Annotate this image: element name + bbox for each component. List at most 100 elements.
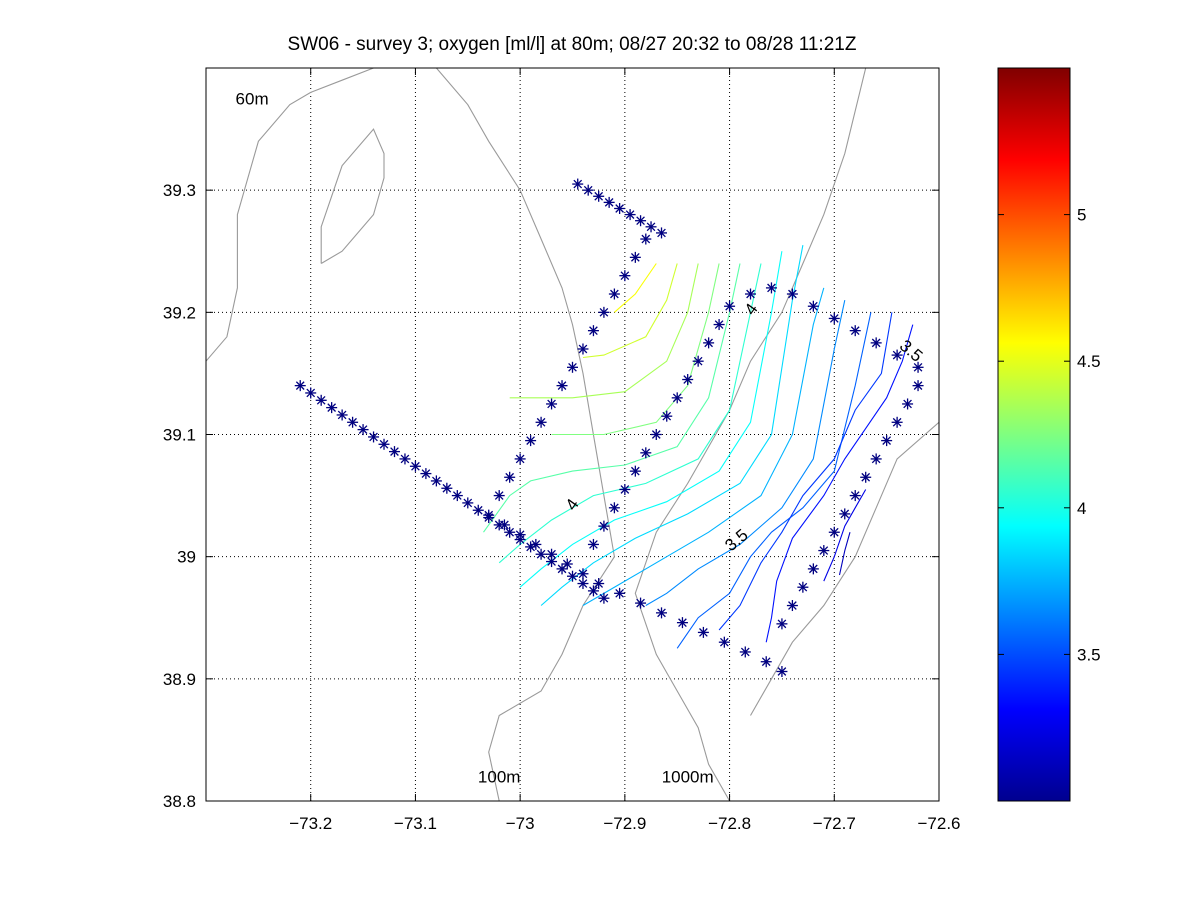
station-marker <box>849 325 861 337</box>
x-tick-label: −73.2 <box>289 814 332 833</box>
x-tick-label: −73.1 <box>394 814 437 833</box>
chart-title: SW06 - survey 3; oxygen [ml/l] at 80m; 0… <box>288 34 857 55</box>
station-marker <box>870 453 882 465</box>
station-marker <box>608 502 620 514</box>
station-marker <box>572 178 584 190</box>
station-marker <box>462 497 474 509</box>
station-marker <box>603 196 615 208</box>
station-marker <box>388 446 400 458</box>
station-marker <box>682 374 694 386</box>
station-marker <box>378 438 390 450</box>
station-marker <box>315 394 327 406</box>
station-marker <box>776 618 788 630</box>
station-marker <box>577 568 589 580</box>
station-marker <box>629 251 641 263</box>
y-tick-label: 39 <box>177 548 196 567</box>
oxygen-contour-line <box>582 287 825 606</box>
station-marker <box>347 416 359 428</box>
isobath-label: 60m <box>236 90 269 109</box>
station-marker <box>614 202 626 214</box>
station-marker <box>430 475 442 487</box>
station-marker <box>828 312 840 324</box>
axis-ticks: −73.2 −73.1 −73 −72.9 −72.8 −72.7 −72.6 38.8 38.… <box>163 68 961 833</box>
station-marker <box>645 221 657 233</box>
oxygen-contours <box>483 244 914 649</box>
station-marker <box>807 563 819 575</box>
y-tick-label: 38.9 <box>163 670 196 689</box>
oxygen-contour-line <box>765 324 914 643</box>
station-marker <box>399 453 411 465</box>
station-marker <box>881 435 893 447</box>
oxygen-contour-line <box>483 263 741 533</box>
station-marker <box>786 288 798 300</box>
station-markers <box>294 178 924 678</box>
oxygen-contour-line <box>645 299 846 606</box>
station-marker <box>656 227 668 239</box>
station-marker <box>577 578 589 590</box>
station-marker <box>635 597 647 609</box>
station-marker <box>624 209 636 221</box>
station-marker <box>504 471 516 483</box>
station-marker <box>530 538 542 550</box>
station-marker <box>676 617 688 629</box>
colorbar: 3.5 4 4.5 5 <box>997 67 1101 802</box>
station-marker <box>472 504 484 516</box>
station-marker <box>336 409 348 421</box>
station-marker <box>587 538 599 550</box>
station-marker <box>891 349 903 361</box>
isobath-label: 100m <box>478 768 521 787</box>
colorbar-tick-label: 4 <box>1077 499 1086 518</box>
station-marker <box>556 380 568 392</box>
oxygen-contour-line <box>718 312 893 631</box>
station-marker <box>451 490 463 502</box>
station-marker <box>546 548 558 560</box>
station-marker <box>656 607 668 619</box>
station-marker <box>514 453 526 465</box>
y-tick-label: 39.2 <box>163 303 196 322</box>
station-marker <box>546 398 558 410</box>
station-marker <box>692 355 704 367</box>
oxygen-contour-line <box>838 532 851 576</box>
x-tick-label: −73 <box>506 814 535 833</box>
isobath-label: 1000m <box>662 768 714 787</box>
station-marker <box>561 558 573 570</box>
oxygen-contour-line <box>614 263 657 313</box>
station-marker <box>619 270 631 282</box>
station-marker <box>860 471 872 483</box>
station-marker <box>629 465 641 477</box>
station-marker <box>598 306 610 318</box>
station-marker <box>619 483 631 495</box>
station-marker <box>912 361 924 373</box>
station-marker <box>535 416 547 428</box>
station-marker <box>441 482 453 494</box>
colorbar-ticks: 3.5 4 4.5 5 <box>998 206 1101 664</box>
station-marker <box>807 300 819 312</box>
isobath-line <box>634 68 867 801</box>
colorbar-tick-label: 4.5 <box>1077 352 1101 371</box>
station-marker <box>593 578 605 590</box>
station-marker <box>608 288 620 300</box>
station-marker <box>577 343 589 355</box>
station-marker <box>902 398 914 410</box>
x-tick-label: −72.6 <box>917 814 960 833</box>
station-marker <box>797 581 809 593</box>
y-tick-label: 39.1 <box>163 426 196 445</box>
y-tick-label: 39.3 <box>163 181 196 200</box>
station-marker <box>776 666 788 678</box>
station-marker <box>493 490 505 502</box>
isobath-line <box>206 68 374 362</box>
station-marker <box>535 548 547 560</box>
station-marker <box>598 592 610 604</box>
oxygen-contour-line <box>509 263 699 399</box>
station-marker <box>498 519 510 531</box>
station-marker <box>587 585 599 597</box>
station-marker <box>671 392 683 404</box>
station-marker <box>582 184 594 196</box>
station-marker <box>593 190 605 202</box>
station-marker <box>640 233 652 245</box>
colorbar-gradient <box>997 67 1071 802</box>
station-marker <box>786 600 798 612</box>
station-marker <box>718 636 730 648</box>
station-marker <box>849 490 861 502</box>
